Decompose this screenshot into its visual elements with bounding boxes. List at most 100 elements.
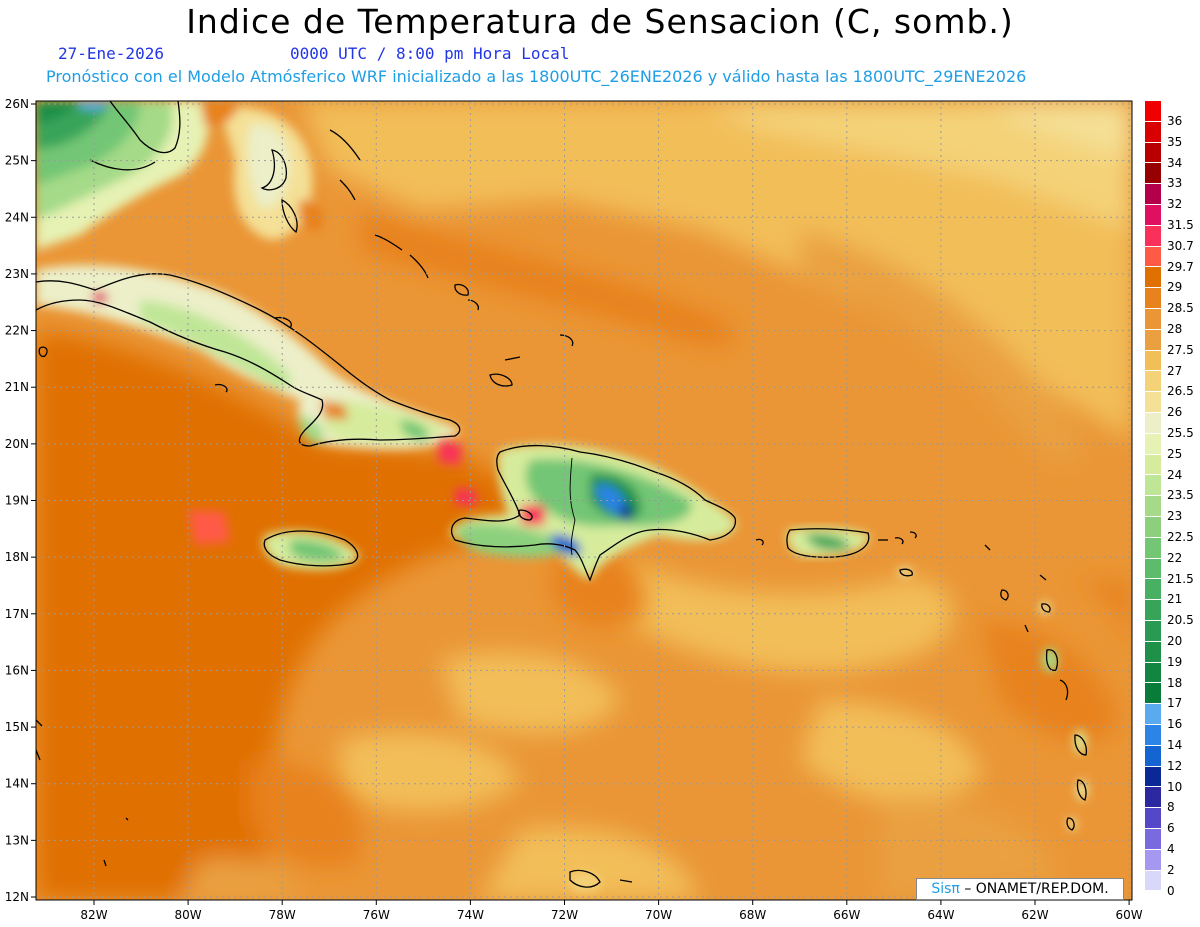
map-title: Indice de Temperatura de Sensacion (C, s… <box>186 2 1014 41</box>
lat-label: 20N <box>5 437 29 451</box>
legend-swatch <box>1145 246 1161 268</box>
legend-swatch <box>1145 329 1161 351</box>
legend-swatch <box>1145 267 1161 289</box>
lon-label: 70W <box>645 908 672 922</box>
lon-label: 72W <box>551 908 578 922</box>
lat-label: 21N <box>5 380 29 394</box>
legend-swatch <box>1145 641 1161 663</box>
coastlines <box>36 101 1088 888</box>
lon-label: 82W <box>80 908 107 922</box>
legend-label: 20.5 <box>1167 613 1194 628</box>
legend-swatch <box>1145 205 1161 226</box>
legend-label: 25.5 <box>1167 426 1194 440</box>
legend-swatch <box>1145 849 1161 871</box>
legend-label: 27 <box>1167 363 1183 378</box>
lon-label: 78W <box>269 908 296 922</box>
latitude-labels: 26N 25N 24N 23N 22N 21N 20N 19N 18N 17N 16N 15N 14N 1… <box>5 97 29 904</box>
forecast-time: 0000 UTC / 8:00 pm Hora Local <box>290 44 570 63</box>
lon-label: 68W <box>739 908 766 922</box>
hispaniola-field <box>438 440 736 580</box>
legend-label: 16 <box>1167 717 1183 732</box>
forecast-date: 27-Ene-2026 <box>58 44 164 63</box>
lon-label: 76W <box>363 908 390 922</box>
legend-label: 34 <box>1167 155 1183 170</box>
axis-ticks <box>31 103 1130 905</box>
legend-label: 33 <box>1167 176 1183 191</box>
legend-swatch <box>1145 454 1161 476</box>
legend-swatch <box>1145 350 1161 372</box>
lat-label: 14N <box>5 777 29 791</box>
legend-swatch <box>1145 371 1161 393</box>
legend-label: 10 <box>1167 779 1183 794</box>
lon-label: 60W <box>1116 908 1143 922</box>
lat-label: 16N <box>5 663 29 677</box>
legend-label: 18 <box>1167 675 1183 690</box>
lat-label: 26N <box>5 97 29 111</box>
legend-swatch <box>1145 163 1161 185</box>
legend-label: 26 <box>1167 405 1183 420</box>
legend-label: 20 <box>1167 634 1183 648</box>
legend-label: 29.7 <box>1167 259 1194 274</box>
legend-label: 29 <box>1167 280 1183 295</box>
legend-swatch <box>1145 101 1161 122</box>
lon-label: 74W <box>457 908 484 922</box>
legend-swatch <box>1145 433 1161 455</box>
legend-swatch <box>1145 288 1161 309</box>
credit-text: – ONAMET/REP.DOM. <box>964 881 1109 897</box>
legend-swatch <box>1145 142 1161 164</box>
legend-swatch <box>1145 225 1161 247</box>
legend-swatch <box>1145 683 1161 705</box>
lat-label: 22N <box>5 324 29 338</box>
legend-label: 26.5 <box>1167 384 1194 399</box>
legend-label: 25 <box>1167 446 1183 461</box>
legend-label: 23.5 <box>1167 488 1194 503</box>
legend-label: 12 <box>1167 758 1183 773</box>
lat-label: 17N <box>5 607 29 621</box>
lon-label: 62W <box>1021 908 1048 922</box>
legend-swatch <box>1145 745 1161 767</box>
legend-swatch <box>1145 808 1161 829</box>
legend-swatch <box>1145 579 1161 601</box>
legend-label: 21.5 <box>1167 571 1194 586</box>
legend-label: 23 <box>1167 509 1183 524</box>
legend-swatch <box>1145 537 1161 559</box>
legend-swatch <box>1145 766 1161 788</box>
legend-label: 8 <box>1167 800 1175 815</box>
legend-swatch <box>1145 662 1161 684</box>
sispi-logo: Sisπ <box>931 881 960 897</box>
legend-label: 28 <box>1167 322 1183 336</box>
cuba-field <box>36 265 460 450</box>
legend-label: 14 <box>1167 738 1183 752</box>
legend-label: 19 <box>1167 654 1183 669</box>
legend-label: 24 <box>1167 467 1183 482</box>
legend-label: 17 <box>1167 696 1183 711</box>
legend-swatch <box>1145 870 1161 892</box>
legend-label: 35 <box>1167 134 1183 149</box>
lat-label: 23N <box>5 267 29 281</box>
legend-label: 31.5 <box>1167 218 1194 232</box>
legend-label: 22 <box>1167 550 1183 565</box>
legend-swatch <box>1145 558 1161 580</box>
legend-label: 32 <box>1167 197 1183 212</box>
legend-swatch <box>1145 392 1161 413</box>
legend-label: 22.5 <box>1167 530 1194 544</box>
legend-swatch <box>1145 621 1161 642</box>
lat-label: 24N <box>5 210 29 224</box>
legend-swatch <box>1145 413 1161 434</box>
legend-swatch <box>1145 704 1161 725</box>
lat-label: 15N <box>5 720 29 734</box>
legend-swatch <box>1145 517 1161 538</box>
lon-label: 80W <box>175 908 202 922</box>
temperature-field <box>36 101 1132 900</box>
lat-label: 12N <box>5 890 29 904</box>
legend-swatch <box>1145 309 1161 330</box>
legend-swatch <box>1145 725 1161 746</box>
lon-label: 66W <box>833 908 860 922</box>
longitude-labels: 82W 80W 78W 76W 74W 72W 70W 68W 66W 64W 62W 60W <box>80 908 1142 922</box>
lat-label: 13N <box>5 833 29 847</box>
lat-label: 18N <box>5 550 29 564</box>
legend-label: 30.7 <box>1167 238 1194 253</box>
legend-label: 28.5 <box>1167 301 1194 316</box>
legend-swatch <box>1145 475 1161 497</box>
